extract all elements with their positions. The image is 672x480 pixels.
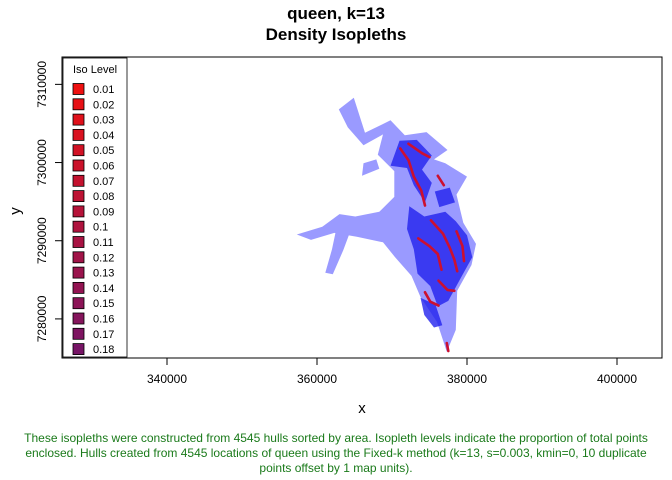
legend-label: 0.13	[93, 268, 114, 280]
legend-label: 0.05	[93, 145, 114, 157]
core-isopleth	[437, 279, 456, 293]
core-isopleth	[429, 219, 459, 273]
legend-label: 0.03	[93, 115, 114, 127]
x-tick-label: 380000	[447, 372, 487, 386]
outer-isopleth	[362, 159, 380, 176]
x-axis-label: x	[358, 400, 366, 417]
chart-title: queen, k=13	[287, 4, 385, 23]
chart-subtitle: Density Isopleths	[265, 25, 407, 44]
legend-swatch	[72, 251, 85, 264]
legend-label: 0.01	[93, 84, 114, 96]
legend-swatch	[72, 144, 85, 157]
core-isopleth	[423, 290, 440, 307]
core-isopleth	[455, 230, 466, 263]
legend-swatch	[72, 83, 85, 95]
core-isopleth	[407, 142, 431, 159]
legend-label: 0.08	[93, 191, 114, 203]
chart-caption: These isopleths were constructed from 45…	[24, 431, 648, 475]
core-isopleth	[416, 237, 443, 272]
legend-swatch	[72, 281, 85, 294]
legend-label: 0.14	[93, 283, 114, 295]
core-isopleth	[445, 341, 450, 353]
legend-label: 0.15	[93, 298, 114, 310]
inner-isopleth	[420, 297, 443, 328]
legend-swatch	[72, 159, 85, 172]
x-tick-label: 360000	[297, 372, 337, 386]
legend-label: 0.1	[93, 222, 108, 234]
legend-swatch	[72, 236, 85, 248]
legend-swatch	[72, 128, 85, 141]
legend-swatch	[72, 190, 85, 203]
legend-label: 0.06	[93, 161, 114, 173]
legend-swatch	[72, 297, 85, 310]
legend-label: 0.12	[93, 252, 114, 264]
legend-label: 0.02	[93, 99, 114, 111]
legend-label: 0.16	[93, 314, 114, 326]
legend-swatch	[72, 174, 85, 187]
legend-label: 0.07	[93, 176, 114, 188]
y-tick-label: 7280000	[35, 295, 49, 342]
legend-swatch	[72, 312, 85, 325]
x-tick-label: 400000	[597, 372, 637, 386]
legend-swatch	[72, 205, 85, 218]
legend-label: 0.11	[93, 237, 114, 249]
legend-swatch	[72, 327, 85, 340]
y-tick-label: 7300000	[35, 139, 49, 186]
plot-frame	[61, 56, 663, 359]
legend-label: 0.18	[93, 344, 114, 356]
legend-label: 0.04	[93, 130, 114, 142]
legend-swatch	[72, 98, 85, 111]
chart-plot: 340000 360000 380000 400000 7280000 7290000 73…	[7, 56, 663, 417]
y-tick-label: 7310000	[35, 61, 49, 108]
inner-isopleth	[434, 187, 455, 208]
legend-swatch	[72, 343, 85, 356]
y-axis-label: y	[7, 207, 24, 215]
x-tick-label: 340000	[147, 372, 187, 386]
legend-swatch	[72, 266, 85, 279]
legend-label: 0.17	[93, 329, 114, 341]
core-isopleth	[398, 147, 427, 207]
legend-label: 0.09	[93, 206, 114, 218]
legend-title: Iso Level	[73, 64, 117, 76]
core-isopleth	[436, 174, 446, 187]
legend-swatch	[72, 220, 85, 233]
legend-swatch	[72, 113, 85, 126]
outer-isopleth	[325, 219, 354, 275]
y-tick-label: 7290000	[35, 217, 49, 264]
